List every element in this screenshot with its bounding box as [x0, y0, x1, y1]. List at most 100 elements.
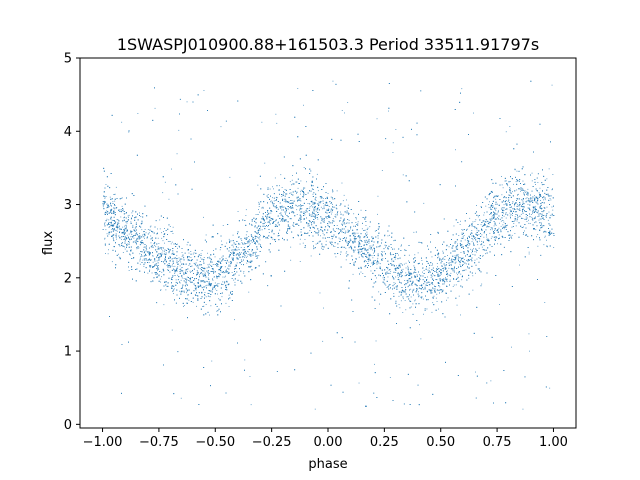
data-point [267, 226, 269, 227]
data-point [143, 258, 145, 260]
data-point [551, 84, 553, 86]
data-point [250, 404, 252, 406]
data-point [475, 272, 476, 274]
data-point [188, 290, 190, 291]
data-point [490, 219, 492, 221]
data-point [251, 241, 253, 243]
data-point [266, 237, 268, 239]
data-point [141, 229, 143, 231]
data-point [525, 198, 527, 200]
data-point [161, 247, 163, 248]
data-point [285, 211, 287, 213]
data-point [387, 235, 389, 237]
data-point [497, 211, 499, 213]
data-point [295, 181, 297, 183]
data-point [230, 240, 232, 242]
data-point [296, 197, 298, 199]
data-point [308, 223, 310, 225]
data-point [307, 203, 309, 204]
data-point [279, 206, 281, 208]
data-point [290, 246, 292, 248]
data-point [447, 273, 448, 275]
data-point [128, 131, 130, 133]
data-point [144, 233, 146, 235]
data-point [333, 220, 335, 222]
data-point [320, 235, 321, 237]
data-point [204, 294, 206, 296]
data-point [497, 217, 498, 218]
data-point [154, 260, 156, 262]
data-point [365, 225, 367, 226]
data-point [114, 220, 115, 222]
data-point [115, 186, 117, 188]
data-point [551, 206, 553, 208]
data-point [289, 181, 291, 183]
data-point [313, 228, 315, 229]
data-point [273, 188, 274, 190]
data-point [370, 266, 371, 267]
data-point [414, 299, 416, 301]
data-point [488, 204, 490, 205]
data-point [228, 264, 230, 266]
data-point [276, 122, 278, 124]
data-point [402, 268, 404, 270]
data-point [365, 243, 367, 245]
data-point [205, 304, 207, 305]
data-point [531, 198, 533, 200]
data-point [463, 235, 465, 236]
data-point [303, 104, 304, 106]
data-point [519, 207, 521, 209]
data-point [283, 193, 284, 195]
data-point [340, 229, 341, 231]
data-point [187, 259, 189, 261]
data-point [219, 249, 221, 251]
data-point [374, 263, 376, 264]
data-point [474, 251, 476, 253]
data-point [356, 218, 357, 220]
data-point [322, 198, 324, 199]
data-point [478, 247, 480, 249]
data-point [404, 290, 406, 292]
data-point [389, 234, 390, 236]
data-point [398, 263, 400, 265]
data-point [344, 232, 346, 234]
data-point [306, 181, 307, 183]
data-point [171, 258, 173, 260]
data-point [386, 287, 388, 288]
data-point [460, 252, 462, 253]
data-point [313, 210, 315, 212]
data-point [354, 241, 356, 243]
data-point [130, 249, 132, 251]
data-point [102, 206, 104, 208]
data-point [106, 210, 108, 212]
data-point [156, 257, 158, 258]
data-point [366, 249, 368, 251]
data-point [112, 220, 114, 221]
data-point [494, 214, 495, 216]
data-point [109, 224, 110, 225]
data-point [231, 244, 233, 246]
data-point [221, 296, 223, 298]
data-point [435, 286, 437, 287]
data-point [270, 201, 271, 203]
data-point [243, 257, 245, 258]
data-point [505, 180, 507, 182]
data-point [460, 273, 462, 275]
data-point [462, 251, 464, 253]
data-point [449, 279, 451, 281]
data-point [262, 217, 264, 219]
data-point [308, 213, 310, 215]
data-point [130, 218, 132, 220]
data-point [495, 207, 497, 209]
data-point [428, 267, 430, 269]
data-point [522, 408, 524, 410]
data-point [511, 226, 513, 228]
data-point [358, 241, 360, 242]
data-point [194, 263, 196, 265]
data-point [257, 256, 258, 258]
data-point [188, 280, 189, 281]
data-point [114, 200, 116, 202]
data-point [354, 249, 356, 251]
data-point [542, 190, 543, 191]
data-point [118, 256, 120, 258]
